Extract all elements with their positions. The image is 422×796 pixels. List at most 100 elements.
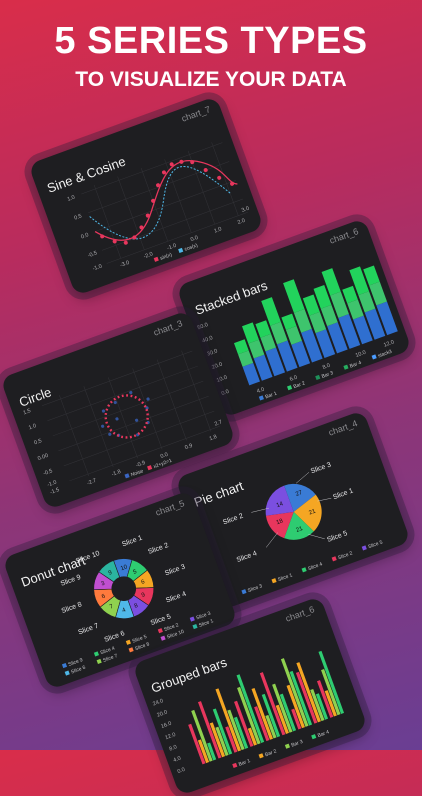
x-tick: -1.0 (166, 243, 177, 252)
legend-label: Slice 7 (102, 653, 118, 664)
bar-segment (238, 350, 254, 367)
legend-label: Bar 4 (349, 360, 362, 370)
slice-value: 21 (308, 508, 317, 516)
legend-label: Bar 1 (238, 758, 251, 768)
y-tick: 4.0 (173, 756, 182, 764)
x-tick: 4.0 (256, 387, 265, 395)
legend-label: Slice 2 (163, 622, 179, 633)
x-tick: 10.0 (355, 350, 367, 359)
x-tick: -1.8 (111, 469, 122, 478)
legend-swatch (128, 647, 134, 653)
x-tick: 8.0 (322, 363, 331, 371)
y-tick: -0.5 (42, 468, 53, 477)
slice-value: 10 (120, 564, 129, 572)
pie-slice (284, 483, 316, 512)
x-tick: -2.7 (86, 478, 97, 487)
circle-chart-card[interactable]: chart_3 Circle 1.5 1.0 0.5 0.00 -0.5 -1.… (0, 310, 236, 510)
bar-segment (313, 285, 332, 309)
bar-segment (242, 322, 259, 344)
grouped-bar (291, 708, 302, 730)
grouped-bar (259, 672, 286, 736)
slice-value: 6 (101, 593, 107, 600)
y-tick: 10.0 (216, 375, 228, 384)
x-tick: 2.0 (237, 218, 246, 226)
bar-segment (281, 313, 297, 330)
slice-label: Slice 4 (236, 550, 258, 564)
sine-chart-card[interactable]: chart_7 Sine & Cosine -3.0 -2.0 -1.0 0.0… (28, 96, 264, 296)
grouped-bar (296, 662, 321, 723)
x-tick: 2.7 (214, 419, 223, 427)
sin-points (100, 159, 235, 245)
bar-segment (353, 315, 373, 345)
grouped-bar (289, 670, 313, 726)
grouped-bar (236, 674, 265, 744)
grouped-bar (233, 716, 249, 749)
pie-slice (265, 511, 294, 539)
legend-label: Slice 2 (337, 550, 353, 561)
y-tick: 24.0 (152, 698, 164, 707)
legend-swatch (93, 651, 100, 657)
grouped-bar (247, 727, 258, 746)
y-tick: -1.0 (92, 264, 103, 273)
y-tick: 0.5 (33, 438, 42, 446)
legend-swatch (241, 589, 247, 595)
chart-legend: Bar 1 Bar 2 Bar 3 Bar 4 stack3 (258, 349, 393, 401)
legend-label: Slice 4 (100, 645, 116, 656)
grouped-bar (321, 669, 341, 716)
y-tick: -1.5 (49, 487, 60, 496)
y-tick: 1.0 (67, 195, 76, 203)
legend-swatch (96, 658, 102, 664)
legend-swatch (178, 247, 184, 253)
slice-label: Slice 3 (164, 564, 186, 578)
y-tick: 0.5 (73, 213, 82, 221)
slice-value: 27 (295, 490, 304, 498)
donut-slice (98, 560, 121, 583)
slice-label: Slice 7 (77, 623, 99, 637)
y-tick: 30.0 (206, 348, 218, 357)
x-tick: 6.0 (289, 375, 298, 383)
grouped-bar (265, 714, 277, 739)
slice-label: Slice 8 (61, 601, 83, 615)
legend-swatch (153, 256, 159, 262)
legend-label: Bar 4 (317, 729, 330, 739)
grouped-bar (272, 683, 293, 733)
y-tick: -1.0 (47, 480, 58, 489)
pie-chart-card[interactable]: chart_4 Pie chart 27 21 21 18 14 Slice 3… (175, 410, 411, 610)
legend-swatch (284, 743, 290, 749)
y-tick: 1.0 (28, 423, 37, 431)
legend-label: Slice 10 (166, 629, 185, 641)
sine-chart-svg: -3.0 -2.0 -1.0 0.0 1.0 2.0 3.0 1.0 0.5 0… (67, 142, 250, 273)
slice-label: Slice 3 (310, 462, 332, 476)
slice-label: Slice 1 (332, 487, 354, 501)
stacked-bars-card[interactable]: chart_6 Stacked bars 50.0 40.0 30.0 20.0… (176, 218, 412, 418)
slice-value: 9 (108, 570, 114, 577)
y-tick: 20.0 (211, 362, 223, 371)
slice-value: 9 (141, 592, 147, 599)
bar-segment (293, 309, 312, 333)
circle-series (104, 394, 149, 439)
slice-label: Slice 2 (147, 542, 169, 556)
pie: 27 21 21 18 14 (265, 483, 322, 540)
y-tick: 16.0 (160, 721, 172, 730)
legend-label: Slice 8 (134, 641, 150, 652)
grouped-bar (286, 684, 305, 729)
slice-value: 14 (276, 501, 285, 509)
grouped-bar (225, 726, 238, 753)
x-tick: 0.0 (190, 235, 199, 243)
cos-series (89, 166, 231, 240)
headline: 5 SERIES TYPES (54, 20, 368, 62)
y-tick: 0.0 (177, 767, 186, 775)
bar-segment (301, 328, 323, 363)
slice-label: Slice 5 (326, 530, 348, 544)
bar-segment (302, 294, 320, 316)
bar-segment (233, 339, 249, 355)
legend-label: Bar 3 (321, 370, 334, 380)
legend-swatch (192, 623, 198, 630)
grouped-bar (315, 693, 329, 720)
legend-label: Slice 1 (198, 618, 214, 629)
legend-label: cos(x) (184, 242, 199, 252)
y-tick: 0.00 (37, 453, 49, 462)
legend-label: Slice 4 (307, 561, 323, 572)
slice-value: 8 (134, 603, 140, 610)
